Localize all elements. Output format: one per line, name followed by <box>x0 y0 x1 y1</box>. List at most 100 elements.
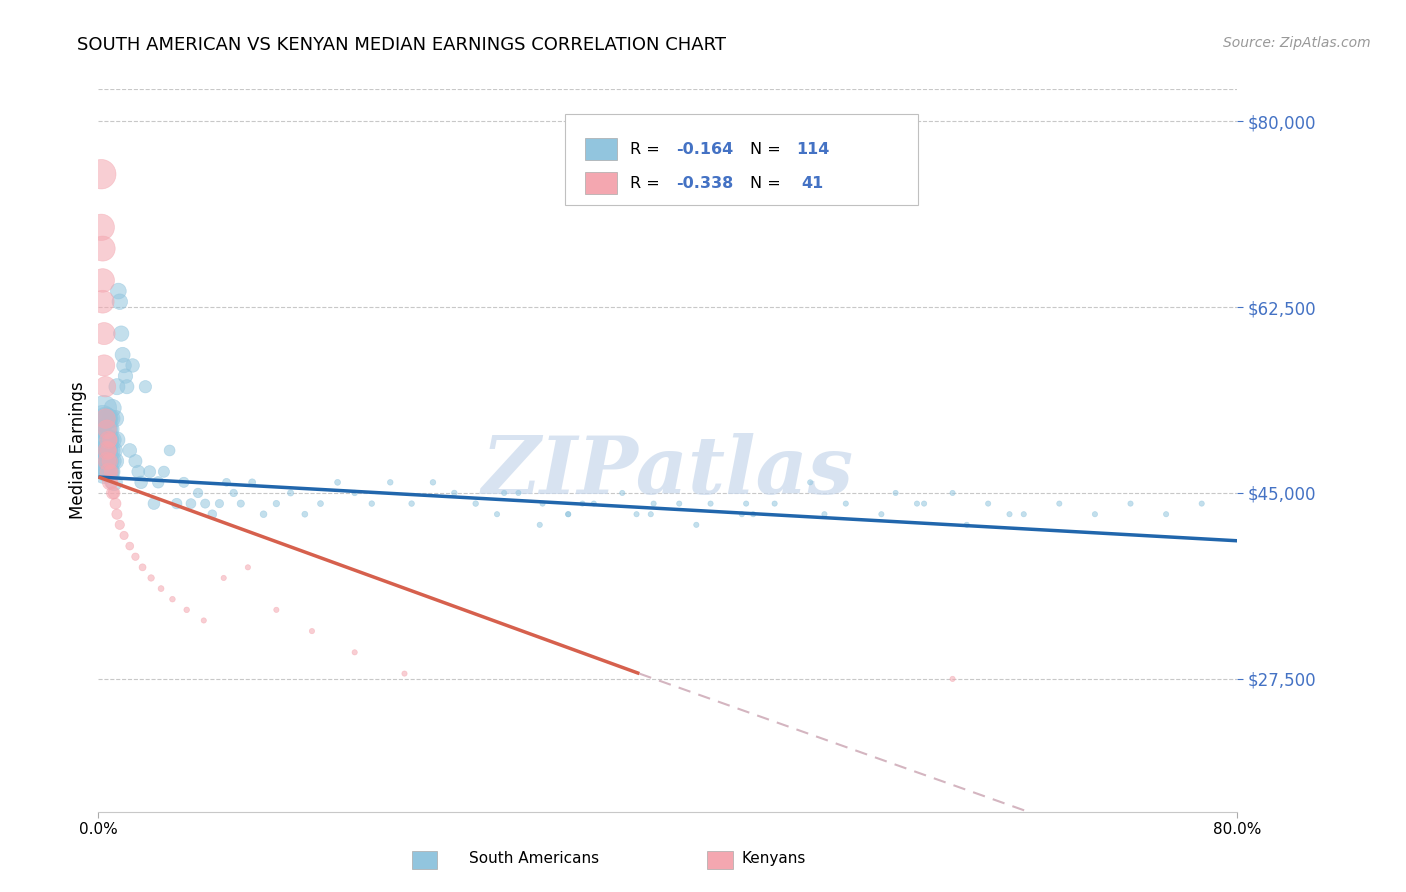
Point <box>735 497 758 511</box>
Point <box>115 380 138 394</box>
Point <box>94 422 117 436</box>
Point <box>294 507 316 521</box>
Point <box>343 645 366 659</box>
Point <box>97 454 120 468</box>
Point <box>612 486 634 500</box>
Point <box>529 517 551 532</box>
Point <box>111 348 134 362</box>
Point <box>100 443 122 458</box>
Point <box>912 497 935 511</box>
Point <box>134 380 156 394</box>
Point <box>508 486 530 500</box>
Point <box>1047 497 1070 511</box>
Point <box>96 443 118 458</box>
Point <box>240 475 263 490</box>
Point <box>159 443 181 458</box>
Point <box>301 624 323 639</box>
Point <box>91 411 114 425</box>
Point <box>309 497 332 511</box>
Point <box>98 454 121 468</box>
Point <box>100 411 122 425</box>
Point <box>90 220 112 235</box>
Point <box>1191 497 1213 511</box>
Point <box>96 422 118 436</box>
Point <box>103 475 125 490</box>
Point <box>236 560 259 574</box>
Point <box>93 401 115 415</box>
Point <box>124 454 146 468</box>
Point <box>98 465 121 479</box>
Point <box>97 443 120 458</box>
Text: SOUTH AMERICAN VS KENYAN MEDIAN EARNINGS CORRELATION CHART: SOUTH AMERICAN VS KENYAN MEDIAN EARNINGS… <box>77 36 727 54</box>
Point <box>731 507 754 521</box>
Text: South Americans: South Americans <box>470 851 599 865</box>
Point <box>870 507 893 521</box>
Text: ZIPatlas: ZIPatlas <box>482 434 853 511</box>
Point <box>998 507 1021 521</box>
Point <box>582 497 605 511</box>
Point <box>118 539 141 553</box>
Point <box>422 475 444 490</box>
Point <box>229 497 252 511</box>
Point <box>114 369 136 384</box>
Point <box>124 549 146 564</box>
Y-axis label: Median Earnings: Median Earnings <box>69 382 87 519</box>
Text: 114: 114 <box>797 142 830 157</box>
Point <box>101 401 124 415</box>
Point <box>98 433 121 447</box>
Point <box>129 475 152 490</box>
Point <box>194 497 217 511</box>
Point <box>208 497 231 511</box>
Point <box>118 443 141 458</box>
Point <box>150 582 173 596</box>
Point <box>108 517 131 532</box>
Point <box>103 486 125 500</box>
Point <box>100 465 122 479</box>
Point <box>101 433 124 447</box>
Point <box>763 497 786 511</box>
FancyBboxPatch shape <box>565 114 918 205</box>
Point <box>97 433 120 447</box>
Text: N =: N = <box>749 176 786 191</box>
Point <box>96 443 118 458</box>
Point <box>187 486 209 500</box>
Point <box>96 422 118 436</box>
Point <box>626 507 648 521</box>
Point <box>142 497 165 511</box>
Point <box>360 497 382 511</box>
Point <box>699 497 721 511</box>
Point <box>180 497 202 511</box>
Point <box>571 497 593 511</box>
Point <box>90 454 112 468</box>
Point <box>94 411 117 425</box>
Point <box>97 411 120 425</box>
Point <box>201 507 224 521</box>
Point <box>97 443 120 458</box>
Text: Kenyans: Kenyans <box>741 851 806 865</box>
Point <box>103 443 125 458</box>
Point <box>668 497 690 511</box>
Point <box>121 359 143 373</box>
Text: N =: N = <box>749 142 786 157</box>
Point <box>101 486 124 500</box>
Point <box>401 497 423 511</box>
Point <box>813 507 835 521</box>
Text: -0.338: -0.338 <box>676 176 733 191</box>
Text: 41: 41 <box>801 176 824 191</box>
Point <box>104 454 127 468</box>
Point <box>494 486 516 500</box>
Text: Source: ZipAtlas.com: Source: ZipAtlas.com <box>1223 36 1371 50</box>
Point <box>104 497 127 511</box>
Point <box>280 486 302 500</box>
Point <box>166 497 188 511</box>
Point <box>100 475 122 490</box>
Point <box>98 454 121 468</box>
Text: R =: R = <box>630 142 665 157</box>
Point <box>640 507 662 521</box>
Point <box>557 507 579 521</box>
Point <box>173 475 195 490</box>
Point <box>176 603 198 617</box>
Point <box>94 454 117 468</box>
Point <box>977 497 1000 511</box>
Point <box>94 443 117 458</box>
